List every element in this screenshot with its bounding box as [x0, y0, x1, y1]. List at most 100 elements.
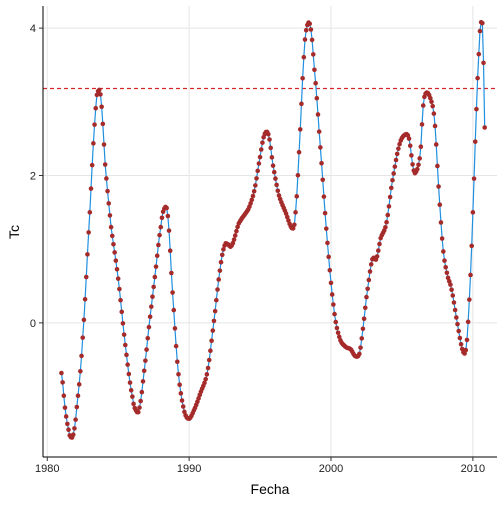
data-point [309, 37, 315, 43]
data-point [106, 201, 112, 206]
data-point [442, 258, 447, 263]
data-point [438, 220, 444, 225]
x-tick-label: 1990 [177, 463, 201, 475]
axes [39, 6, 497, 461]
data-point [74, 404, 80, 410]
data-point [72, 426, 77, 431]
data-point [144, 347, 149, 352]
data-point [477, 28, 483, 34]
x-tick-label: 2010 [461, 463, 485, 475]
data-point [209, 338, 214, 344]
data-point [410, 162, 415, 167]
data-point [393, 157, 399, 163]
data-point [290, 226, 296, 231]
y-axis-label: Tc [6, 225, 22, 239]
data-point [284, 214, 290, 220]
data-point [126, 371, 132, 377]
data-point [312, 67, 317, 73]
data-point [212, 308, 218, 314]
data-point [368, 262, 374, 267]
data-point [268, 145, 274, 151]
data-point [331, 302, 336, 307]
data-point [295, 173, 301, 178]
data-point [419, 122, 425, 127]
data-point [407, 143, 413, 148]
data-point [409, 153, 414, 158]
data-point [176, 372, 181, 377]
data-point [135, 409, 141, 415]
data-point [202, 380, 207, 386]
data-point [458, 341, 464, 347]
data-point [141, 368, 147, 374]
data-point [146, 324, 152, 330]
data-point [359, 336, 365, 341]
data-point [448, 282, 453, 287]
data-point [358, 345, 363, 350]
data-point [332, 311, 337, 317]
data-point [418, 144, 424, 149]
data-point [376, 248, 381, 253]
data-point [274, 182, 279, 188]
data-point [476, 51, 482, 57]
data-point [389, 185, 394, 191]
data-point [92, 122, 97, 127]
x-axis-label: Fecha [251, 481, 290, 497]
data-point [85, 252, 90, 257]
data-point [109, 233, 115, 239]
data-point [169, 270, 174, 276]
data-point [230, 240, 236, 246]
data-point [177, 382, 182, 388]
data-point [394, 151, 400, 157]
data-point [254, 176, 259, 181]
data-point [128, 387, 134, 393]
data-point [335, 330, 341, 336]
data-point [406, 136, 412, 141]
data-point [158, 224, 164, 230]
data-point [119, 309, 125, 315]
data-point [437, 202, 443, 208]
data-point [468, 272, 473, 278]
y-tick-label: 4 [30, 23, 36, 35]
data-point [179, 398, 185, 403]
data-point [115, 276, 121, 281]
data-point [156, 242, 161, 248]
x-tick-label: 2000 [319, 463, 343, 475]
data-point [452, 307, 458, 313]
data-point [73, 417, 78, 422]
data-point [436, 184, 441, 189]
data-point [455, 321, 460, 327]
data-point [87, 210, 93, 215]
data-point [266, 131, 271, 137]
data-point [76, 382, 82, 387]
data-point [65, 421, 70, 427]
data-point [89, 162, 95, 168]
data-point [61, 393, 67, 399]
data-point [182, 409, 187, 415]
data-point [206, 357, 212, 363]
data-point [269, 155, 275, 160]
data-point [104, 176, 109, 181]
data-point [481, 60, 486, 66]
data-point [216, 277, 221, 282]
data-point [360, 326, 366, 332]
data-point [143, 358, 148, 363]
data-point [320, 177, 326, 183]
data-point [297, 127, 303, 132]
data-point [313, 80, 318, 86]
data-point [357, 351, 362, 357]
data-point [108, 224, 114, 230]
data-point [470, 210, 476, 215]
data-point [383, 224, 388, 230]
data-point [93, 105, 99, 111]
data-point [416, 162, 421, 168]
data-point [101, 142, 107, 147]
data-point [122, 342, 128, 348]
data-point [377, 241, 382, 247]
data-point [319, 160, 324, 166]
data-point [463, 347, 469, 353]
data-point [474, 106, 479, 112]
data-point [275, 188, 281, 194]
data-point [364, 294, 369, 300]
data-point [471, 176, 477, 181]
